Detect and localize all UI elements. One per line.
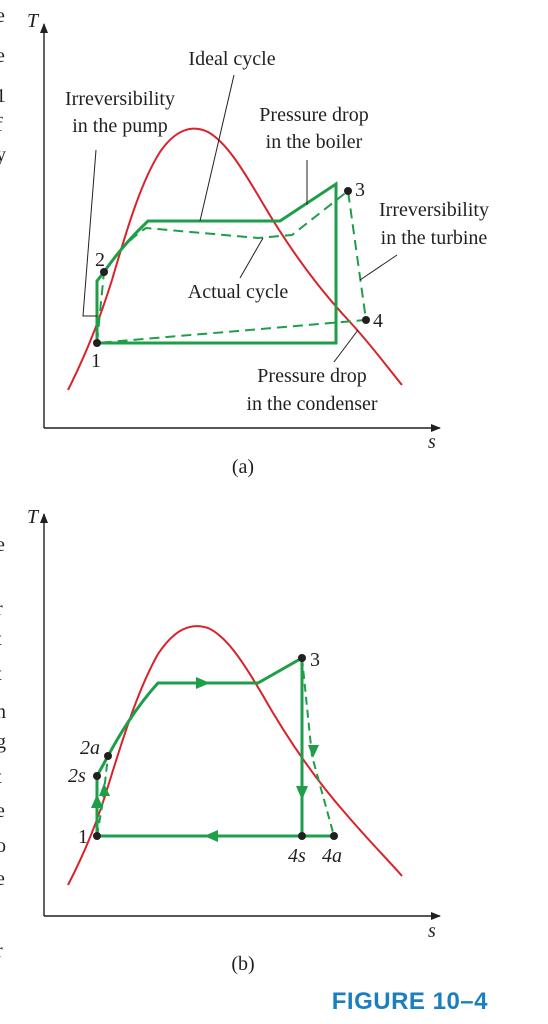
- saturation-dome: [67, 127, 403, 391]
- panel-a: T s 1 2 3 4 Ideal cycle Irreversibility …: [27, 10, 489, 478]
- t-axis-label: T: [27, 506, 40, 528]
- actual-cycle-path: [96, 189, 368, 344]
- state-point-3: [298, 654, 306, 662]
- state-label-1: 1: [78, 826, 88, 848]
- arrow-turbine-actual: [308, 745, 319, 758]
- actual-pump-path: [96, 755, 109, 837]
- margin-char: e: [0, 868, 5, 890]
- margin-char: r: [0, 598, 3, 620]
- leader-actual-cycle: [239, 237, 264, 279]
- annotation-irrev-turbine: Irreversibility: [379, 199, 489, 221]
- panel-b-caption: (b): [231, 953, 254, 975]
- state-label-4: 4: [373, 310, 383, 332]
- margin-char: o: [0, 835, 6, 857]
- state-point-3: [344, 187, 352, 195]
- panel-a-caption: (a): [232, 456, 254, 478]
- state-point-4a: [330, 832, 338, 840]
- annotation-irrev-pump: in the pump: [72, 115, 168, 137]
- annotation-ideal-cycle: Ideal cycle: [188, 48, 275, 70]
- margin-char: f: [0, 114, 3, 136]
- t-axis-label: T: [27, 10, 40, 32]
- figure-caption: FIGURE 10–4: [331, 988, 488, 1015]
- state-point-2a: [104, 752, 112, 760]
- margin-char: y: [0, 144, 6, 166]
- leader-ideal-cycle: [199, 74, 235, 222]
- saturation-dome: [67, 625, 403, 886]
- leader-irrev-pump: [82, 149, 97, 317]
- state-point-2s: [93, 772, 101, 780]
- annotation-p-drop-condenser: in the condenser: [246, 393, 377, 415]
- annotation-p-drop-boiler: in the boiler: [266, 131, 363, 153]
- state-label-1: 1: [91, 350, 101, 372]
- panel-b: T s 1 2s 2a 3 4s 4a (b): [27, 506, 441, 975]
- margin-char: r: [0, 940, 3, 962]
- state-label-3: 3: [310, 649, 320, 671]
- margin-char: t: [0, 663, 2, 685]
- s-axis-label: s: [428, 920, 436, 942]
- arrow-pump-actual: [99, 783, 110, 796]
- margin-char: ,: [0, 504, 1, 526]
- state-point-1: [93, 339, 101, 347]
- leader-irrev-turbine: [359, 254, 398, 281]
- margin-char: g: [0, 731, 6, 753]
- state-label-2s: 2s: [68, 765, 86, 787]
- margin-char: e: [0, 45, 5, 67]
- arrow-condenser: [204, 830, 218, 842]
- margin-char: e: [0, 800, 5, 822]
- actual-turbine-path: [301, 657, 335, 837]
- annotation-p-drop-boiler: Pressure drop: [259, 104, 368, 126]
- arrow-pump-ideal: [91, 794, 103, 808]
- state-label-2: 2: [95, 249, 105, 271]
- arrow-boiler: [196, 677, 210, 689]
- state-point-4: [362, 316, 370, 324]
- margin-char: e: [0, 5, 5, 27]
- state-label-4s: 4s: [288, 845, 306, 867]
- leader-p-drop-condenser: [333, 329, 359, 363]
- ideal-cycle-path: [95, 181, 338, 345]
- annotation-irrev-turbine: in the turbine: [381, 227, 488, 249]
- annotation-irrev-pump: Irreversibility: [65, 88, 175, 110]
- margin-char: n: [0, 701, 6, 723]
- margin-text: e e 1 f y , e r t t n g t e o e r: [0, 5, 6, 962]
- state-point-4s: [298, 832, 306, 840]
- state-label-3: 3: [355, 179, 365, 201]
- s-axis-label: s: [428, 431, 436, 453]
- state-point-1: [93, 832, 101, 840]
- margin-char: t: [0, 628, 2, 650]
- state-point-2: [100, 268, 108, 276]
- annotation-actual-cycle: Actual cycle: [188, 281, 289, 303]
- state-label-4a: 4a: [322, 845, 342, 867]
- state-label-2a: 2a: [80, 737, 100, 759]
- margin-char: t: [0, 766, 2, 788]
- margin-char: 1: [0, 85, 6, 107]
- arrow-turbine-ideal: [296, 786, 308, 800]
- margin-char: e: [0, 534, 5, 556]
- annotation-p-drop-condenser: Pressure drop: [257, 365, 366, 387]
